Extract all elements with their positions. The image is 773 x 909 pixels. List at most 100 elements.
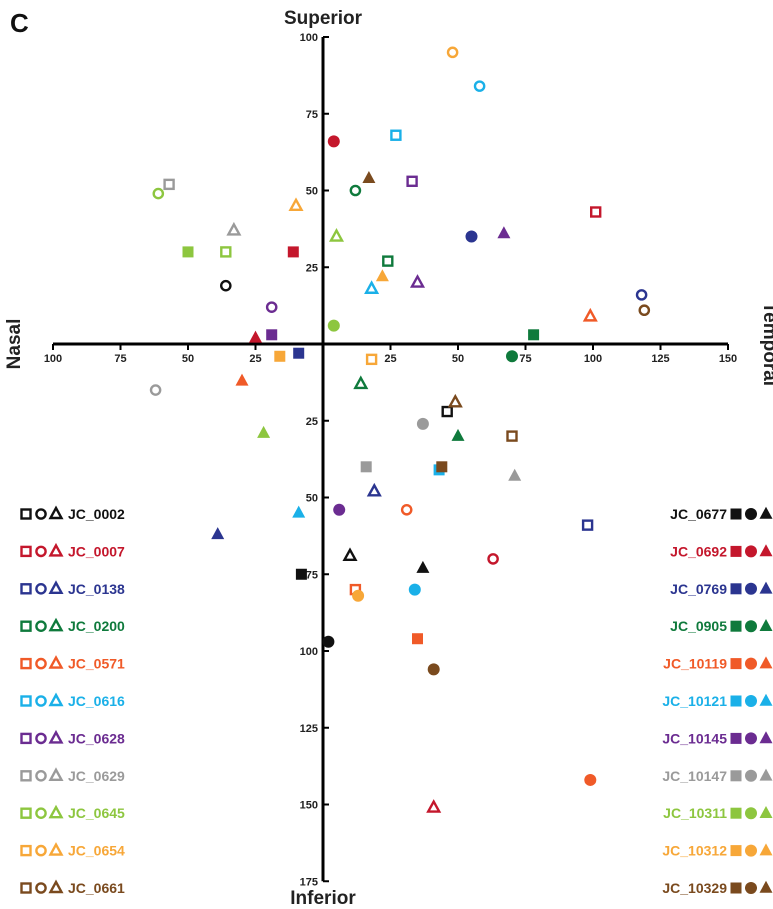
legend-jc-10329-square-icon [730,882,742,894]
y-tick-label: 125 [300,723,318,735]
point-jc-0002-square [441,405,453,418]
point-jc-10145-circle [333,503,346,516]
point-jc-10329-circle [427,663,440,676]
y-tick-label: 75 [306,109,318,121]
point-jc-10147-circle [416,417,429,430]
y-tick-label: 25 [306,262,318,274]
point-jc-0905-triangle [451,428,465,441]
legend-label-jc-10121: JC_10121 [662,693,727,709]
panel-label: C [10,8,29,38]
x-tick-label: 150 [719,353,737,365]
y-tick-label: 50 [306,493,318,505]
legend-jc-0571-triangle-icon [48,655,64,669]
legend-label-jc-10329: JC_10329 [662,880,727,896]
point-jc-10119-square [412,633,423,645]
x-tick-label: 75 [519,353,531,365]
legend-jc-0571-circle-icon [35,657,47,670]
axis-title-nasal: Nasal [4,319,25,370]
legend-label-jc-0769: JC_0769 [670,581,727,597]
legend-jc-0645-square-icon [20,807,32,819]
legend-jc-10311-square-icon [730,807,742,819]
point-jc-10312-circle [352,589,365,602]
axes: 100 75 50 25 25 50 75 100 125 150 100 75 50 25 25 50 75 1… [44,32,737,888]
legend-jc-0007-triangle-icon [48,542,64,557]
point-jc-0645-circle [152,187,165,200]
point-jc-10119-triangle [235,373,249,386]
legend-jc-10145-circle-icon [745,732,757,745]
point-jc-0677-circle [322,635,335,648]
legend-jc-0905-circle-icon [745,620,757,633]
legend-label-jc-10312: JC_10312 [662,843,727,859]
legend-label-jc-10147: JC_10147 [662,768,727,784]
legend-label-jc-0905: JC_0905 [670,618,727,634]
legend-jc-0200-circle-icon [35,620,47,633]
point-jc-0769-triangle [211,527,225,540]
point-jc-0661-triangle [447,393,463,408]
point-jc-0629-circle [149,384,162,396]
legend-label-jc-10119: JC_10119 [663,656,727,672]
legend-jc-0661-circle-icon [35,882,47,894]
point-jc-10121-triangle [292,505,306,518]
point-jc-0007-square [590,206,602,218]
legend-jc-10312-triangle-icon [759,843,773,856]
legend-jc-0571-square-icon [20,657,32,670]
legend-label-jc-0645: JC_0645 [68,805,125,821]
y-tick-label: 100 [300,32,318,44]
legend-jc-0677-square-icon [730,508,742,520]
y-tick-label: 50 [306,186,318,198]
axis-title-superior: Superior [284,8,363,29]
legend-jc-0661-triangle-icon [48,879,64,894]
point-jc-0654-square [365,353,378,366]
legend-jc-0629-circle-icon [35,770,47,782]
legend-label-jc-10145: JC_10145 [662,730,727,746]
legend-jc-10119-square-icon [730,658,742,670]
y-tick-label: 100 [300,646,318,658]
legend-label-jc-0200: JC_0200 [68,618,125,634]
x-tick-label: 100 [584,353,602,365]
legend-jc-10312-circle-icon [745,844,757,857]
x-tick-label: 25 [384,353,396,365]
legend-jc-0677-circle-icon [745,508,757,520]
point-jc-0905-circle [506,350,518,363]
point-jc-0769-square [293,347,305,359]
legend-jc-10312-square-icon [730,845,742,857]
point-jc-10121-circle [408,583,421,596]
point-jc-10312-square [274,350,286,362]
legend-label-jc-0002: JC_0002 [68,506,125,522]
point-jc-0571-triangle [582,307,598,322]
legend-jc-0629-square-icon [20,770,32,782]
legend-label-jc-0692: JC_0692 [670,543,727,559]
axis-title-inferior: Inferior [290,888,356,909]
legend-jc-10329-triangle-icon [759,880,773,893]
legend-jc-0692-triangle-icon [759,544,773,557]
point-jc-0571-circle [400,503,413,516]
point-jc-0138-square [581,519,594,531]
legend-jc-0138-circle-icon [35,583,47,595]
point-jc-10329-square [436,461,448,473]
legend-label-jc-0138: JC_0138 [68,581,125,597]
point-jc-0200-triangle [353,375,369,390]
point-jc-10311-triangle [257,425,271,438]
y-tick-label: 150 [300,800,318,812]
point-jc-10119-circle [584,773,597,786]
point-jc-0645-square [220,246,232,258]
point-jc-0616-triangle [364,280,380,294]
point-jc-0007-circle [487,553,499,565]
point-jc-10311-circle [327,319,340,332]
x-tick-label: 50 [182,353,194,365]
legend-jc-0905-square-icon [730,620,742,632]
legend-jc-0645-triangle-icon [48,804,64,819]
point-jc-10147-triangle [508,468,522,481]
legend-jc-0616-triangle-icon [48,692,64,707]
legend-jc-10119-triangle-icon [759,656,773,669]
legend-label-jc-0571: JC_0571 [68,656,125,672]
legend-jc-10311-circle-icon [745,807,757,820]
legend-jc-0002-circle-icon [35,508,47,520]
legend-jc-0007-circle-icon [35,545,47,558]
point-jc-0628-triangle [409,274,426,288]
legend-label-jc-0661: JC_0661 [68,880,125,896]
x-tick-label: 100 [44,353,62,365]
legend-jc-0007-square-icon [20,545,32,558]
x-tick-label: 50 [452,353,464,365]
point-jc-0661-circle [638,304,651,317]
